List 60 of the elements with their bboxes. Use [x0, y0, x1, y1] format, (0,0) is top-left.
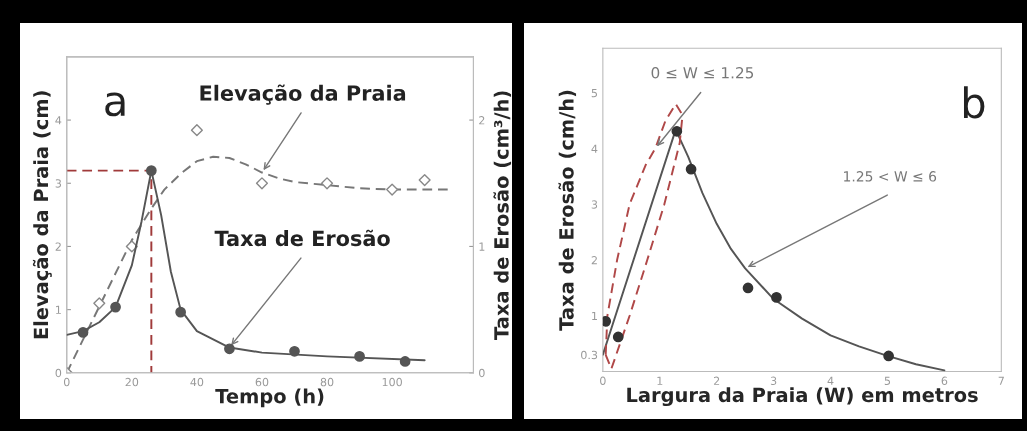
point: [418, 174, 431, 187]
x-tick-label: 80: [320, 377, 334, 387]
y-tick-label: 5: [591, 88, 598, 98]
annotation: Taxa de Erosão: [214, 229, 390, 247]
y-tick-label: 2: [55, 242, 61, 251]
y-tick-label: 4: [591, 144, 598, 153]
x-tick-label: 1: [657, 376, 663, 385]
point: [145, 165, 157, 176]
x-tick-label: 20: [125, 377, 139, 387]
point: [354, 351, 365, 362]
x-tick-label: 4: [827, 376, 834, 385]
point: [190, 124, 203, 137]
x-tick-label: 0: [63, 377, 70, 387]
point: [224, 343, 235, 355]
y2-axis-title: Taxa de Erosão (cm³/h): [493, 91, 512, 340]
x-tick-label: 5: [884, 376, 891, 385]
y2-tick-label: 0: [479, 368, 485, 378]
point: [289, 345, 300, 357]
point: [742, 282, 754, 294]
x-tick-label: 6: [941, 376, 948, 385]
y-tick-label: 4: [55, 116, 62, 125]
point: [602, 316, 612, 327]
y-axis-title: Elevação da Praia (cm): [32, 91, 52, 339]
point: [255, 177, 269, 190]
point: [175, 306, 186, 318]
point: [685, 163, 697, 175]
x-axis-title: Largura da Praia (W) em metros: [627, 387, 978, 407]
y-tick-label: 2: [591, 256, 597, 265]
annotation: 0 ≤ W ≤ 1.25: [651, 67, 754, 79]
annotation: a: [105, 92, 125, 117]
point: [77, 327, 89, 338]
point: [93, 297, 106, 310]
y2-tick-label: 1: [479, 242, 485, 251]
x-tick-label: 3: [770, 376, 777, 385]
y-tick-label: 1: [592, 311, 597, 321]
y-tick-label: 0.3: [581, 350, 598, 360]
point: [883, 350, 894, 362]
point: [386, 183, 399, 196]
point: [399, 356, 411, 367]
y-tick-label: 1: [56, 305, 61, 314]
annotation: Elevação da Praia: [200, 84, 406, 105]
y-tick-label: 0: [55, 368, 62, 378]
point: [320, 177, 334, 190]
x-tick-label: 100: [382, 377, 402, 387]
x-tick-label: 60: [255, 377, 269, 387]
point: [771, 292, 782, 303]
point: [110, 301, 121, 313]
y-tick-label: 3: [591, 200, 598, 209]
y2-tick-label: 2: [479, 116, 485, 125]
point: [671, 125, 683, 137]
y-axis-title: Taxa de Erosão (cm/h): [558, 90, 577, 331]
x-tick-label: 2: [713, 376, 720, 385]
y-tick-label: 3: [55, 179, 61, 188]
annotation: b: [963, 86, 985, 119]
x-tick-label: 7: [998, 376, 1004, 385]
annotation: 1.25 < W ≤ 6: [844, 171, 937, 182]
x-axis-title: Tempo (h): [215, 388, 324, 408]
x-tick-label: 40: [190, 377, 204, 387]
x-tick-label: 0: [600, 376, 606, 385]
point: [612, 331, 624, 343]
